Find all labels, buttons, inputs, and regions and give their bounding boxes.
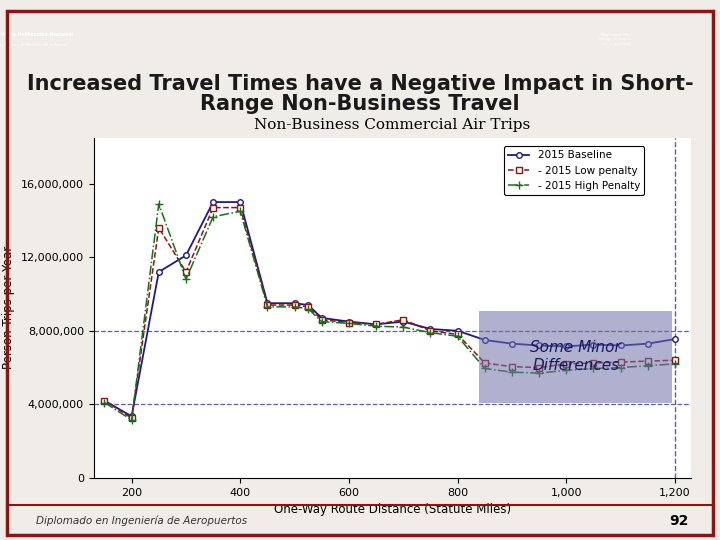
Line: 2015 Baseline: 2015 Baseline [102,199,678,419]
- 2015 Low penalty [345,319,354,326]
- 2015 Low penalty [100,397,109,404]
- 2015 High Penalty [236,208,245,214]
2015 Baseline [616,342,625,349]
2015 Baseline [670,336,679,342]
- 2015 Low penalty [535,364,544,371]
- 2015 High Penalty [290,303,299,310]
- 2015 Low penalty [290,302,299,308]
2015 Baseline [127,413,136,420]
2015 Baseline [263,300,271,306]
- 2015 Low penalty [670,357,679,363]
Title: Non-Business Commercial Air Trips: Non-Business Commercial Air Trips [254,118,531,132]
- 2015 Low penalty [304,303,312,310]
- 2015 High Penalty [345,320,354,327]
2015 Baseline [562,343,570,350]
2015 Baseline [399,319,408,325]
2015 Baseline [589,341,598,348]
Text: "La Técnica al Servicio de la Patria": "La Técnica al Servicio de la Patria" [0,43,68,46]
FancyBboxPatch shape [480,310,672,402]
- 2015 High Penalty [670,361,679,367]
2015 Baseline [345,319,354,325]
- 2015 High Penalty [480,365,489,372]
- 2015 High Penalty [127,417,136,423]
- 2015 Low penalty [454,331,462,338]
Line: - 2015 Low penalty: - 2015 Low penalty [102,205,678,421]
- 2015 High Penalty [454,333,462,340]
- 2015 High Penalty [616,364,625,371]
2015 Baseline [100,397,109,404]
- 2015 High Penalty [589,365,598,372]
- 2015 High Penalty [209,213,217,220]
- 2015 High Penalty [100,399,109,406]
2015 Baseline [304,302,312,308]
- 2015 High Penalty [155,201,163,207]
Legend: 2015 Baseline, - 2015 Low penalty, - 2015 High Penalty: 2015 Baseline, - 2015 Low penalty, - 201… [504,146,644,195]
- 2015 Low penalty [644,358,652,365]
- 2015 High Penalty [181,276,190,282]
- 2015 High Penalty [304,306,312,312]
- 2015 High Penalty [535,370,544,376]
2015 Baseline [155,269,163,275]
2015 Baseline [644,340,652,347]
- 2015 Low penalty [562,361,570,367]
- 2015 Low penalty [616,359,625,365]
- 2015 High Penalty [644,362,652,369]
- 2015 High Penalty [399,324,408,330]
Y-axis label: Person Trips per Year: Person Trips per Year [2,246,15,369]
- 2015 Low penalty [263,302,271,308]
2015 Baseline [426,326,435,332]
2015 Baseline [290,300,299,306]
- 2015 High Penalty [562,367,570,374]
2015 Baseline [508,340,516,347]
X-axis label: One-Way Route Distance (Statute Miles): One-Way Route Distance (Statute Miles) [274,503,511,516]
2015 Baseline [181,252,190,259]
2015 Baseline [236,199,245,205]
- 2015 High Penalty [318,319,326,325]
- 2015 Low penalty [318,316,326,323]
- 2015 Low penalty [372,321,380,328]
- 2015 High Penalty [263,303,271,310]
- 2015 Low penalty [127,415,136,421]
- 2015 Low penalty [480,360,489,366]
- 2015 Low penalty [589,360,598,366]
- 2015 Low penalty [181,269,190,275]
2015 Baseline [454,328,462,334]
- 2015 Low penalty [426,328,435,334]
2015 Baseline [535,342,544,349]
- 2015 Low penalty [209,204,217,211]
Line: - 2015 High Penalty: - 2015 High Penalty [100,200,679,424]
Text: Instituto Politécnico Nacional: Instituto Politécnico Nacional [0,32,73,37]
Text: 92: 92 [670,514,689,528]
Text: Macintosh HD:
image format is
not supported: Macintosh HD: image format is not suppor… [599,32,632,46]
Text: Diplomado en Ingeniería de Aeropuertos: Diplomado en Ingeniería de Aeropuertos [36,516,247,526]
- 2015 Low penalty [155,225,163,231]
2015 Baseline [480,337,489,343]
2015 Baseline [209,199,217,205]
Text: Some Minor
Differences: Some Minor Differences [531,340,621,373]
2015 Baseline [372,321,380,328]
Text: Range Non-Business Travel: Range Non-Business Travel [200,93,520,114]
- 2015 High Penalty [508,369,516,375]
- 2015 Low penalty [508,363,516,370]
- 2015 Low penalty [236,204,245,211]
Text: Increased Travel Times have a Negative Impact in Short-: Increased Travel Times have a Negative I… [27,73,693,94]
- 2015 High Penalty [426,329,435,336]
2015 Baseline [318,315,326,321]
- 2015 Low penalty [399,316,408,323]
- 2015 High Penalty [372,323,380,329]
